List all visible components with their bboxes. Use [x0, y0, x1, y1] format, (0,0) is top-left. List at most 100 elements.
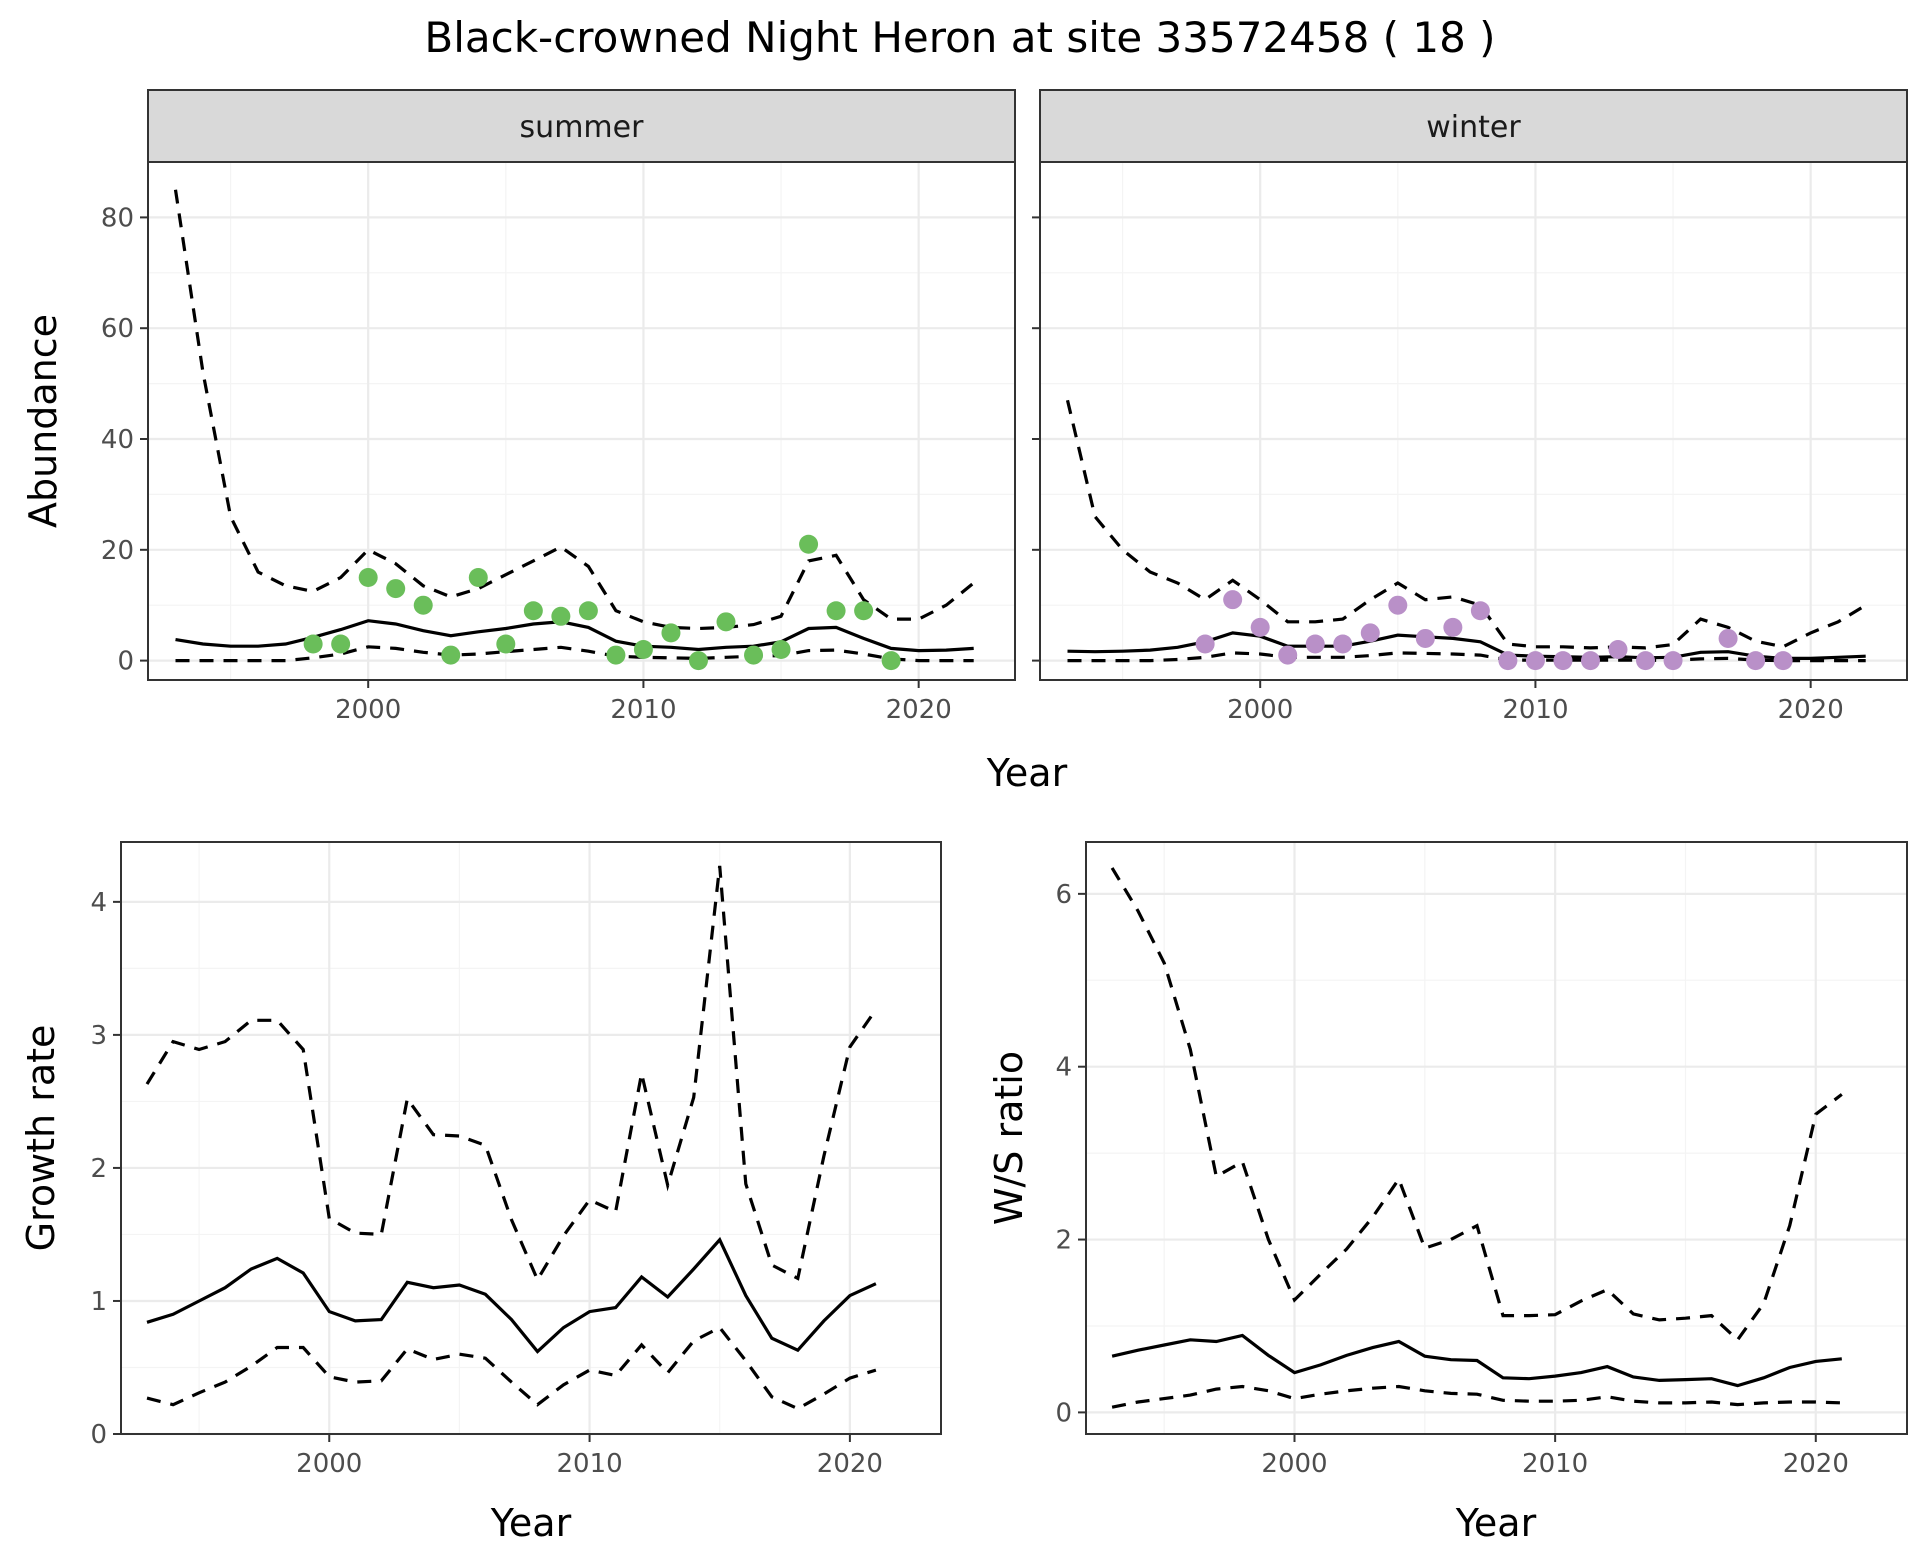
data-point [386, 579, 406, 599]
data-point [633, 640, 653, 660]
figure-title: Black-crowned Night Heron at site 335724… [424, 13, 1495, 62]
y-tick-label: 1 [90, 1287, 107, 1317]
grid-lines [148, 162, 1015, 680]
x-tick-label: 2020 [1783, 1449, 1849, 1479]
x-tick-label: 2010 [610, 695, 676, 725]
abundance-chart: summer 2000 2010 2020 0 20 40 60 80 winter 2000 201… [21, 89, 1908, 795]
panel-summer: summer 2000 2010 2020 0 20 40 60 80 [101, 89, 1016, 725]
lower-ci-line [146, 1325, 877, 1411]
data-point [413, 595, 433, 615]
mean-line [175, 619, 974, 653]
data-point [1525, 651, 1545, 671]
data-series [173, 189, 975, 663]
data-point [578, 601, 598, 621]
data-point [1718, 628, 1738, 648]
upper-ci-line [1065, 399, 1867, 650]
data-point [606, 645, 626, 665]
x-tick-label: 2000 [1261, 1449, 1327, 1479]
y-tick-label: 4 [1055, 1053, 1072, 1083]
data-point [331, 634, 351, 654]
panel-border [147, 161, 1016, 681]
facet-strip [147, 89, 1016, 163]
y-tick-label: 0 [117, 647, 134, 677]
panel-border [120, 841, 942, 1435]
data-point [799, 534, 819, 554]
x-axis-title: Year [490, 1501, 572, 1545]
x-tick-label: 2020 [1778, 695, 1844, 725]
x-tick-label: 2000 [335, 695, 401, 725]
upper-ci-line [145, 865, 878, 1284]
y-axis-title: W/S ratio [987, 1051, 1031, 1225]
y-tick-label: 60 [101, 314, 134, 344]
data-point [496, 634, 516, 654]
y-tick-label: 20 [101, 536, 134, 566]
data-point [551, 606, 571, 626]
data-point [1278, 645, 1298, 665]
observed-points [1195, 590, 1793, 671]
data-point [523, 601, 543, 621]
data-point [1443, 617, 1463, 637]
data-point [1773, 651, 1793, 671]
y-tick-label: 80 [101, 203, 134, 233]
data-series [1110, 867, 1843, 1409]
data-point [854, 601, 874, 621]
grid-lines [121, 842, 941, 1436]
data-point [1333, 634, 1353, 654]
data-point [1608, 640, 1628, 660]
observed-points [303, 534, 901, 671]
data-point [1746, 651, 1766, 671]
y-axis-title: Growth rate [19, 1025, 63, 1252]
lower-ci-line [175, 645, 974, 663]
data-point [1498, 651, 1518, 671]
x-tick-label: 2020 [886, 695, 952, 725]
facet-label-summer: summer [520, 110, 645, 145]
data-point [441, 645, 461, 665]
mean-line [146, 1236, 877, 1354]
facet-label-winter: winter [1426, 110, 1521, 145]
mean-line [1111, 1333, 1842, 1388]
data-point [744, 645, 764, 665]
data-point [688, 651, 708, 671]
x-tick-label: 2010 [1522, 1449, 1588, 1479]
data-point [1580, 651, 1600, 671]
x-axis-title: Year [986, 751, 1068, 795]
x-tick-label: 2010 [1502, 695, 1568, 725]
data-point [1305, 634, 1325, 654]
data-point [1250, 617, 1270, 637]
data-point [1636, 651, 1656, 671]
grid-lines [1086, 842, 1907, 1434]
x-tick-label: 2000 [296, 1449, 362, 1479]
data-point [1195, 634, 1215, 654]
y-tick-label: 40 [101, 425, 134, 455]
data-point [303, 634, 323, 654]
data-point [716, 612, 736, 632]
y-tick-label: 0 [90, 1420, 107, 1450]
data-point [661, 623, 681, 643]
growth-rate-chart: 2000 2010 2020 0 1 2 3 4 Year Growth rate [19, 841, 942, 1545]
data-point [771, 640, 791, 660]
x-tick-label: 2020 [817, 1449, 883, 1479]
lower-ci-line [1067, 651, 1866, 663]
lower-ci-line [1111, 1384, 1842, 1409]
data-point [826, 601, 846, 621]
data-point [1360, 623, 1380, 643]
data-point [358, 568, 378, 588]
y-tick-label: 0 [1055, 1398, 1072, 1428]
y-tick-label: 2 [90, 1154, 107, 1184]
x-tick-label: 2010 [556, 1449, 622, 1479]
x-axis-title: Year [1455, 1501, 1537, 1545]
y-tick-label: 6 [1055, 880, 1072, 910]
panel-border [1085, 841, 1908, 1435]
y-tick-label: 2 [1055, 1226, 1072, 1256]
data-point [1223, 590, 1243, 610]
data-point [1553, 651, 1573, 671]
data-point [881, 651, 901, 671]
data-point [1388, 595, 1408, 615]
upper-ci-line [1110, 867, 1843, 1343]
y-axis-title: Abundance [21, 314, 65, 528]
data-point [1415, 628, 1435, 648]
data-series [145, 865, 878, 1411]
data-point [1470, 601, 1490, 621]
data-point [468, 568, 488, 588]
